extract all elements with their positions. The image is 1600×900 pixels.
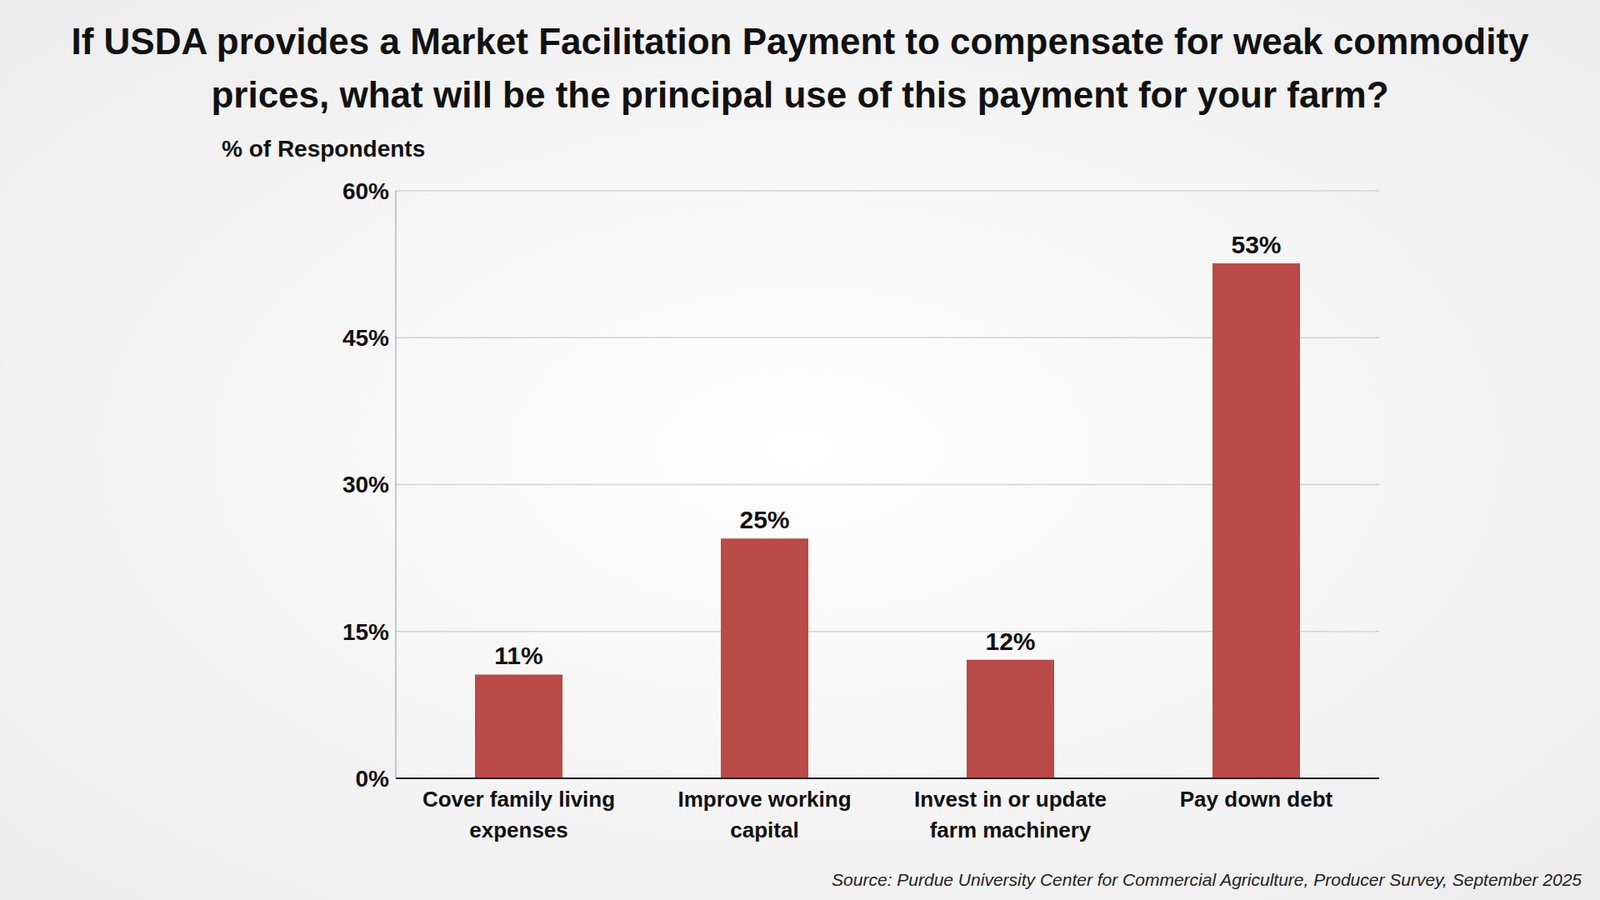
svg-text:15%: 15% (342, 619, 390, 645)
svg-text:11%: 11% (494, 641, 543, 670)
svg-text:Invest in or update: Invest in or update (914, 786, 1107, 812)
html-text:Source: Purdue University Cent: Source: Purdue University Center for Com… (831, 870, 1582, 890)
svg-text:60%: 60% (342, 178, 390, 205)
svg-text:12%: 12% (985, 627, 1035, 655)
svg-text:30%: 30% (342, 471, 390, 498)
svg-text:expenses: expenses (469, 817, 569, 843)
svg-text:45%: 45% (342, 325, 390, 351)
html-text:If USDA provides a Market Faci: If USDA provides a Market Facilitation P… (71, 20, 1529, 115)
svg-text:Cover family living: Cover family living (422, 786, 615, 812)
svg-text:0%: 0% (355, 765, 390, 792)
svg-text:Improve working: Improve working (677, 786, 851, 812)
svg-text:Pay down debt: Pay down debt (1180, 786, 1334, 812)
svg-text:capital: capital (730, 817, 799, 843)
svg-text:farm machinery: farm machinery (930, 817, 1092, 843)
html-text:% of Respondents: % of Respondents (221, 135, 426, 162)
svg-text:25%: 25% (739, 505, 790, 534)
svg-text:53%: 53% (1230, 230, 1281, 259)
